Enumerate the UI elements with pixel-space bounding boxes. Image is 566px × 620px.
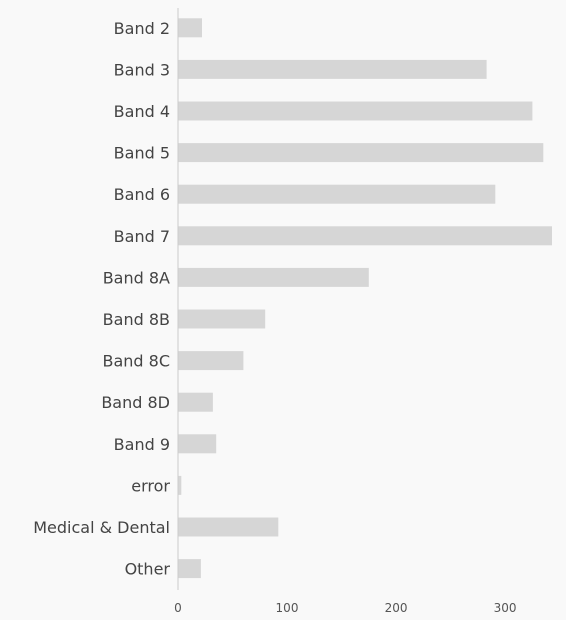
category-label: Band 5 xyxy=(114,144,170,163)
category-label: Band 6 xyxy=(114,185,170,204)
category-label: Band 7 xyxy=(114,227,170,246)
category-label: Band 8C xyxy=(102,352,170,371)
bar xyxy=(178,309,266,329)
bar xyxy=(178,226,552,246)
x-tick-label: 0 xyxy=(174,601,182,615)
category-label: Medical & Dental xyxy=(33,518,170,537)
bar xyxy=(178,184,496,204)
bar xyxy=(178,101,533,121)
bar xyxy=(178,351,244,371)
bar xyxy=(178,59,487,79)
bar xyxy=(178,559,201,579)
category-label: error xyxy=(131,476,170,495)
bar xyxy=(178,392,213,412)
category-label: Band 8B xyxy=(103,310,170,329)
bar xyxy=(178,143,544,163)
category-label: Band 8A xyxy=(103,268,170,287)
bar xyxy=(178,18,202,38)
category-label: Band 4 xyxy=(114,102,170,121)
x-tick-label: 300 xyxy=(494,601,517,615)
category-label: Band 8D xyxy=(101,393,170,412)
x-tick-label: 100 xyxy=(276,601,299,615)
category-label: Band 2 xyxy=(114,19,170,38)
bar xyxy=(178,517,279,537)
bar xyxy=(178,267,369,287)
category-label: Band 3 xyxy=(114,60,170,79)
category-label: Other xyxy=(125,560,171,579)
bar xyxy=(178,475,182,495)
category-label: Band 9 xyxy=(114,435,170,454)
bar xyxy=(178,434,217,454)
x-tick-label: 200 xyxy=(385,601,408,615)
